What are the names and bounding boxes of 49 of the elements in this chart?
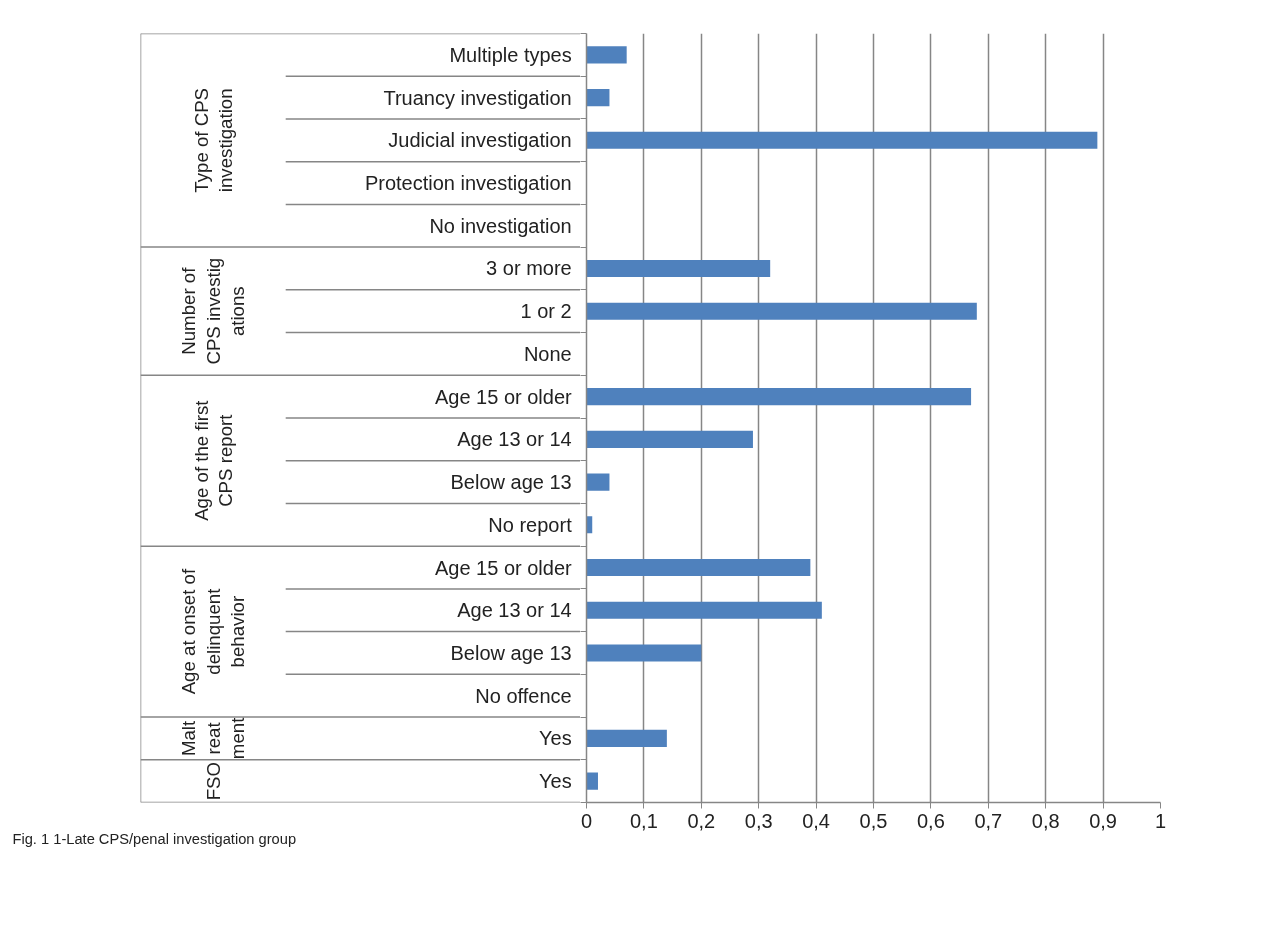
bar: [586, 46, 627, 64]
bar: [586, 302, 977, 320]
bar: [586, 729, 667, 747]
y-tick-label: Age 13 or 14: [457, 428, 572, 451]
bar: [586, 601, 822, 619]
bar: [586, 558, 811, 577]
x-tick-label: 0,1: [630, 809, 658, 832]
y-tick-label: Age 15 or older: [434, 385, 573, 408]
y-tick-label: None: [523, 342, 572, 365]
bar: [586, 388, 972, 406]
x-tick-label: 0,5: [859, 809, 888, 832]
y-tick-label: No investigation: [429, 214, 572, 237]
y-tick-label: Judicial investigation: [388, 129, 572, 152]
x-tick-label: 0: [580, 809, 593, 832]
bar: [586, 644, 702, 662]
y-tick-label: 3 or more: [486, 257, 572, 280]
text: Maltreatment: [178, 716, 248, 760]
bar: [586, 89, 610, 107]
x-tick-label: 0,4: [802, 809, 831, 832]
y-tick-label: Yes: [539, 770, 572, 793]
x-tick-label: 0,3: [744, 809, 773, 832]
text: Number of CPS investigations: [178, 257, 248, 365]
y-tick-label: Yes: [539, 727, 572, 750]
x-tick-label: 0,2: [687, 809, 716, 832]
text: FSO: [202, 761, 224, 801]
y-tick-label: Age 15 or older: [434, 556, 573, 579]
x-tick-label: 0,6: [917, 809, 945, 832]
bar: [586, 131, 1098, 149]
y-tick-label: Truancy investigation: [383, 86, 572, 109]
y-tick-label: Below age 13: [450, 641, 572, 664]
y-tick-label: 1 or 2: [520, 300, 572, 323]
caption: Fig. 1 1-Late CPS/penal investigation group: [12, 830, 297, 847]
text: Age of the first CPS report: [190, 399, 236, 521]
y-tick-label: Multiple types: [449, 43, 572, 66]
bar: [586, 772, 598, 790]
text: Age at onset of delinquent behavior: [178, 568, 248, 695]
bar: [586, 259, 771, 278]
text: Type of CPS investigation: [190, 87, 236, 193]
y-tick-label: No offence: [475, 684, 572, 707]
x-tick-label: 0,8: [1031, 809, 1060, 832]
bar: [586, 473, 610, 491]
x-tick-label: 1: [1154, 809, 1167, 832]
y-tick-label: Age 13 or 14: [457, 599, 572, 622]
y-tick-label: No report: [488, 513, 573, 536]
x-tick-label: 0,7: [974, 809, 1003, 832]
y-tick-label: Below age 13: [450, 471, 572, 494]
bar: [586, 430, 753, 448]
y-tick-label: Protection investigation: [364, 172, 572, 195]
x-tick-label: 0,9: [1089, 809, 1118, 832]
